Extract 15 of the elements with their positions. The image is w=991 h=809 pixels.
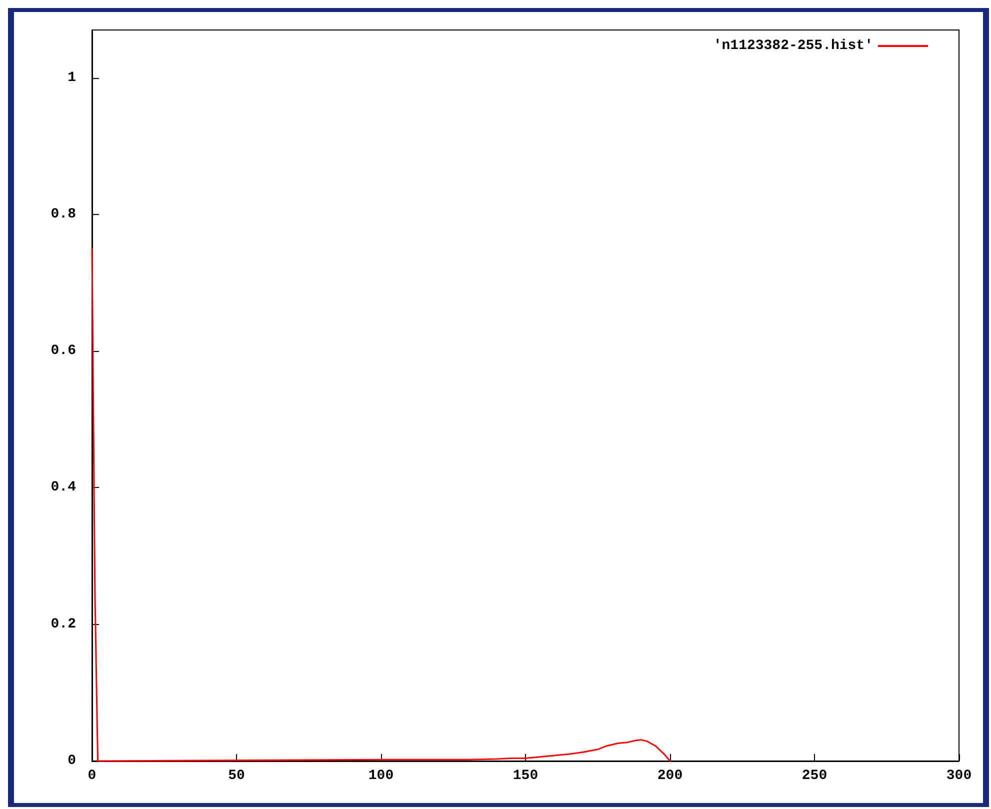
x-tick-label: 0 xyxy=(88,768,96,784)
y-tick-label: 0.8 xyxy=(50,206,76,222)
x-tick-label: 300 xyxy=(946,768,972,784)
y-tick-label: 0 xyxy=(68,753,76,769)
y-tick-label: 1 xyxy=(68,70,76,86)
y-tick-label: 0.4 xyxy=(50,480,76,496)
x-tick-label: 50 xyxy=(228,768,245,784)
x-tick-label: 100 xyxy=(368,768,394,784)
y-tick-label: 0.6 xyxy=(50,343,76,360)
legend-label: 'n1123382-255.hist' xyxy=(713,38,873,54)
x-tick-label: 150 xyxy=(512,768,538,784)
x-tick-label: 250 xyxy=(802,768,828,784)
x-tick-label: 200 xyxy=(657,768,683,784)
line-series xyxy=(91,248,671,762)
y-tick-label: 0.2 xyxy=(50,616,76,632)
